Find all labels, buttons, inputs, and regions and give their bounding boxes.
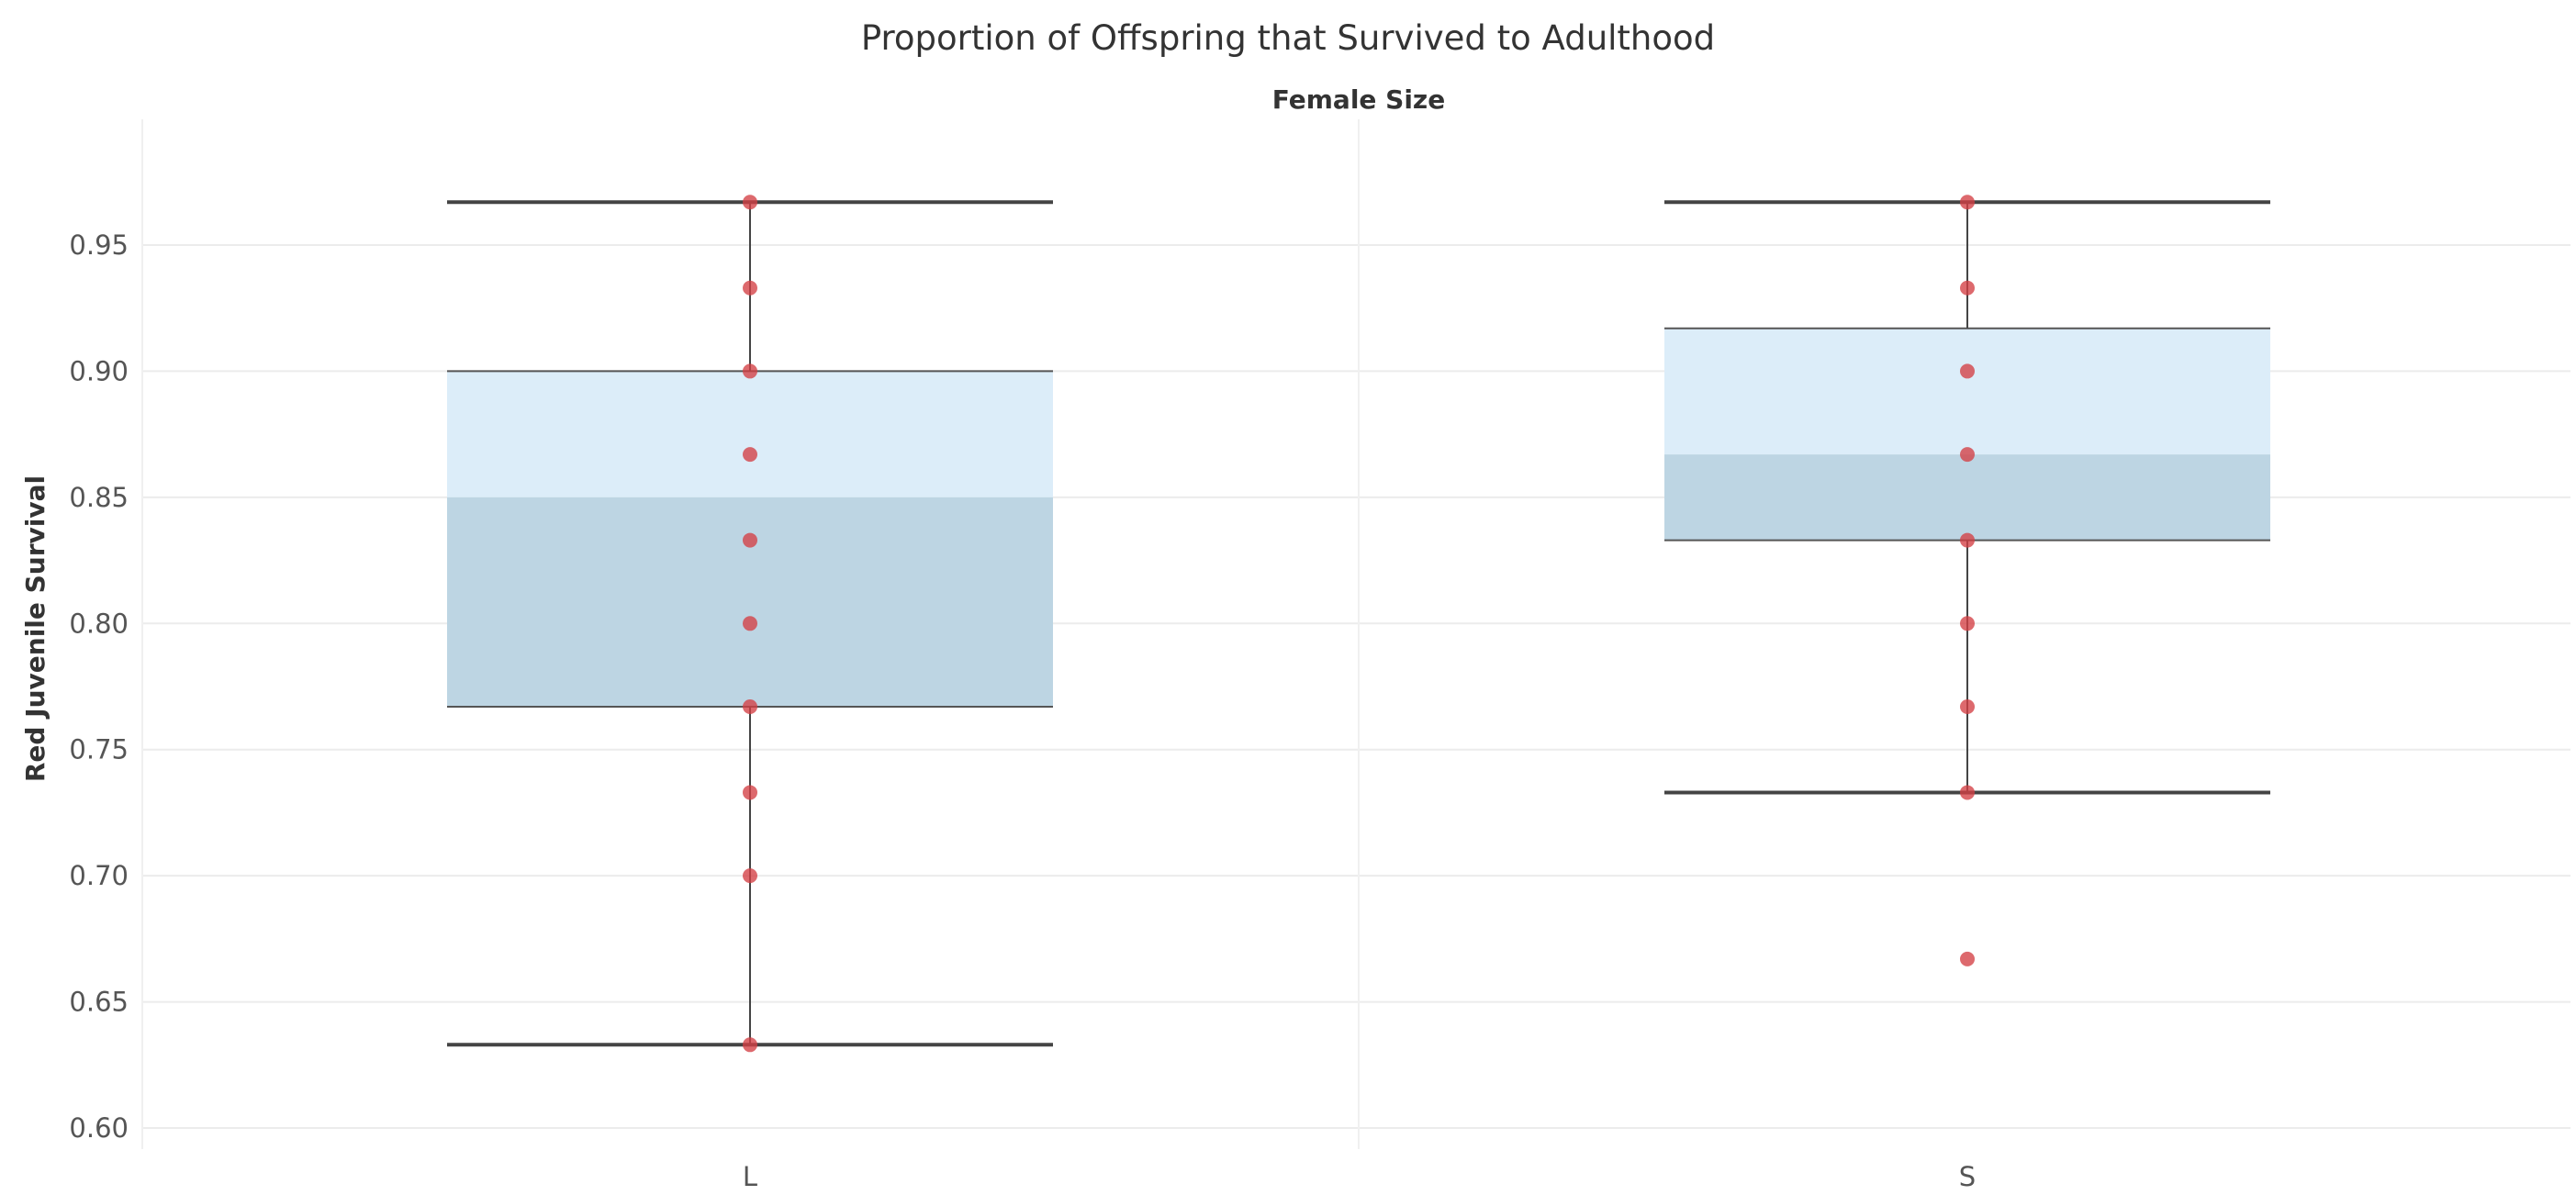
y-tick-label: 0.70 xyxy=(69,860,129,891)
box-upper-S xyxy=(1664,328,2270,455)
panel-dividers xyxy=(141,119,1360,1149)
y-tick-label: 0.90 xyxy=(69,355,129,386)
y-axis-ticks: 0.60 0.65 0.70 0.75 0.80 0.85 0.90 0.95 xyxy=(69,229,129,1144)
y-axis-title: Red Juvenile Survival xyxy=(20,475,50,782)
boxes xyxy=(447,200,2270,1047)
data-point-L xyxy=(743,447,757,463)
data-point-L xyxy=(743,785,757,800)
chart-title: Proportion of Offspring that Survived to… xyxy=(861,18,1715,58)
data-point-L xyxy=(743,363,757,379)
y-tick-label: 0.60 xyxy=(69,1112,129,1144)
y-tick-label: 0.75 xyxy=(69,734,129,765)
y-tick-label: 0.80 xyxy=(69,608,129,639)
data-point-L xyxy=(743,280,757,296)
x-category-label: S xyxy=(1959,1161,1976,1192)
data-point-S xyxy=(1960,195,1975,210)
data-point-L xyxy=(743,616,757,631)
data-point-L xyxy=(743,1037,757,1053)
box-lower-L xyxy=(447,497,1053,707)
data-point-S xyxy=(1960,616,1975,631)
box-upper-L xyxy=(447,371,1053,497)
data-point-L xyxy=(743,698,757,714)
y-tick-label: 0.65 xyxy=(69,987,129,1018)
y-tick-label: 0.95 xyxy=(69,229,129,261)
data-point-S xyxy=(1960,280,1975,296)
data-point-L xyxy=(743,532,757,548)
data-point-S xyxy=(1960,785,1975,800)
data-point-L xyxy=(743,868,757,884)
data-point-S xyxy=(1960,447,1975,463)
facet-label: Female Size xyxy=(1272,84,1445,115)
data-points xyxy=(743,195,1975,1053)
data-point-S xyxy=(1960,363,1975,379)
data-point-L xyxy=(743,195,757,210)
data-point-S xyxy=(1960,698,1975,714)
data-point-S xyxy=(1960,532,1975,548)
y-tick-label: 0.85 xyxy=(69,482,129,513)
x-category-label: L xyxy=(743,1161,757,1192)
data-point-S xyxy=(1960,951,1975,966)
box-lower-S xyxy=(1664,454,2270,541)
